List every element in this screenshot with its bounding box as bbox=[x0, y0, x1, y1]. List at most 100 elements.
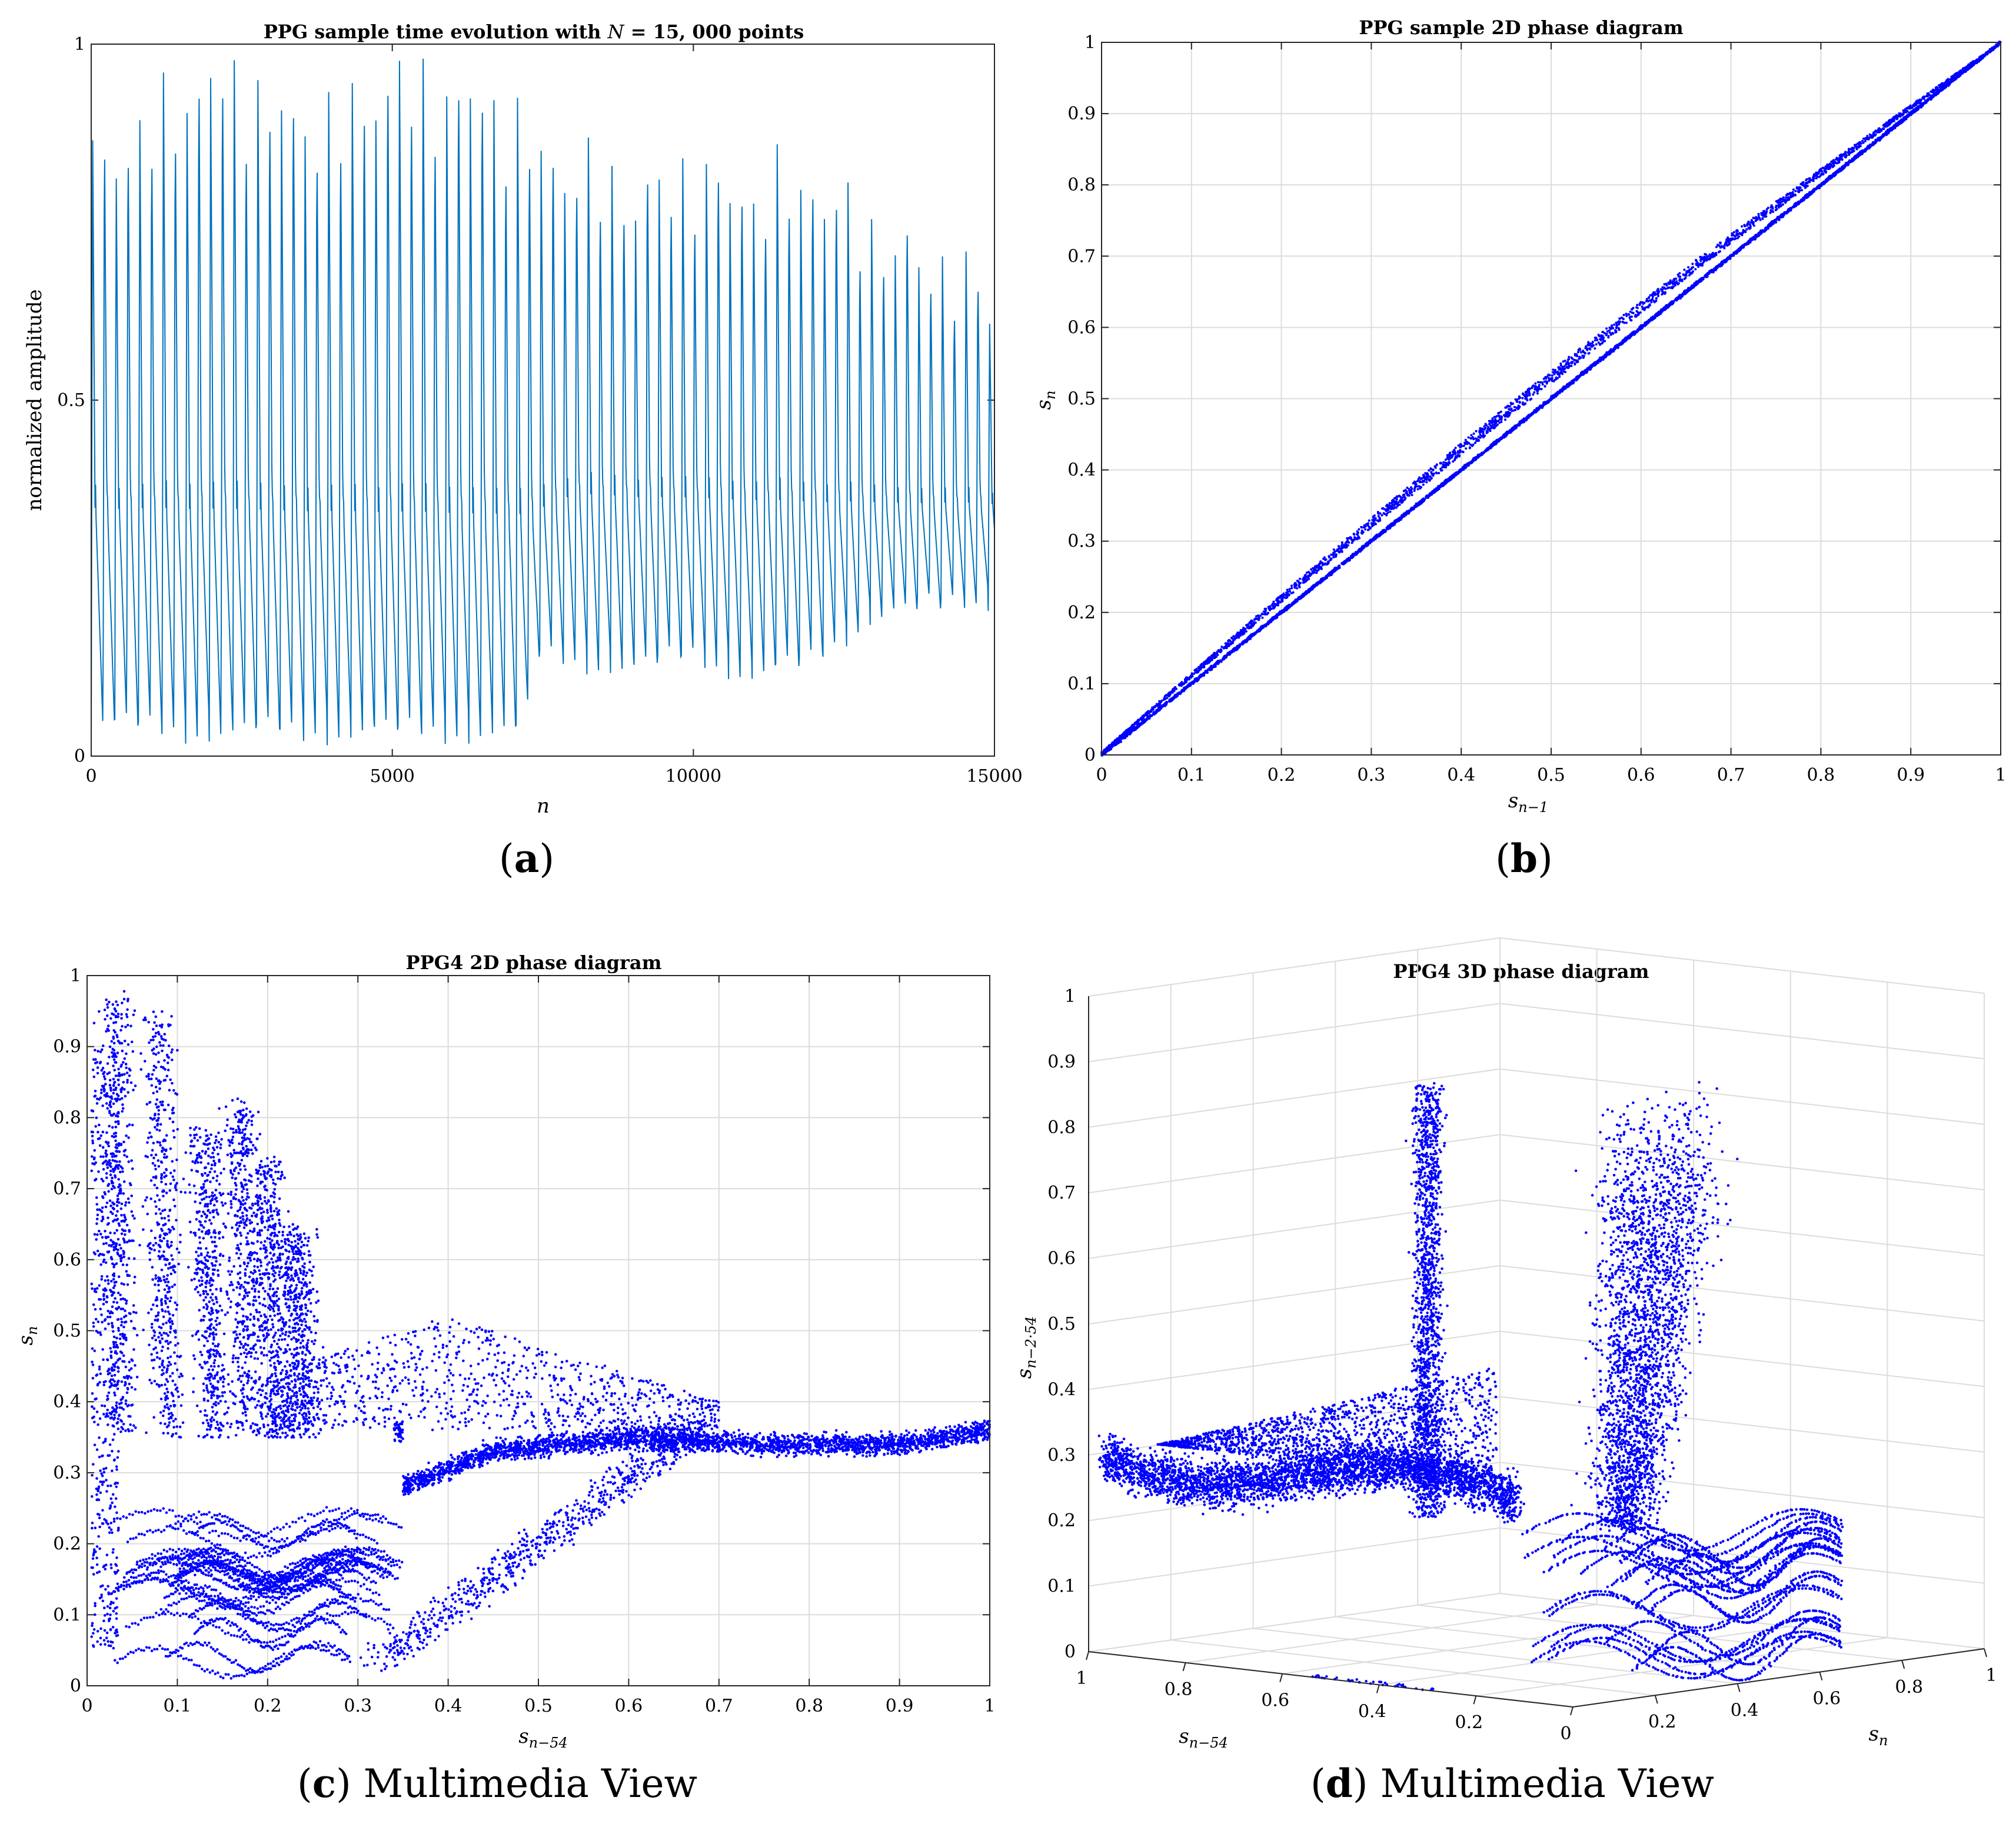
panel-c-xlabel-sub: n−54 bbox=[529, 1735, 568, 1751]
panel-d-ytick-mark bbox=[1984, 1648, 1987, 1658]
panel-a-title-part: = 15, 000 points bbox=[624, 21, 804, 43]
c-ytick-label: 0.4 bbox=[53, 1392, 81, 1412]
panel-d-ytick-label: 0.6 bbox=[1813, 1689, 1841, 1709]
panel-d-ytick-label: 1 bbox=[1985, 1665, 1997, 1686]
panel-c-ticks: 0 0.1 0.2 0.3 0.4 0.5 0.6 0.7 0.8 0.9 1 0 0.1 0.2 0.3 0… bbox=[53, 966, 995, 1716]
panel-c-plateau bbox=[266, 1318, 991, 1672]
c-ytick-label: 0.2 bbox=[53, 1534, 81, 1555]
panel-b-xlabel: sn−1 bbox=[1508, 789, 1548, 816]
b-xtick-label: 1 bbox=[1995, 765, 2006, 786]
panel-d-left-arm bbox=[1097, 1367, 1526, 1524]
panel-d-ztick-label: 0.2 bbox=[1047, 1510, 1076, 1531]
panel-d-gridline-z bbox=[1088, 1003, 1985, 1063]
panel-c-axes-box bbox=[87, 975, 990, 1686]
panel-b-xlabel-sub: n−1 bbox=[1518, 799, 1548, 816]
panel-c-descending-plumes bbox=[90, 990, 325, 1650]
panel-b-axes-box bbox=[1101, 42, 2001, 756]
panel-d-xtick-mark bbox=[1279, 1673, 1283, 1682]
panel-d-ztick-label: 0.6 bbox=[1047, 1249, 1076, 1269]
panel-d-ztick-label: 0 bbox=[1064, 1642, 1076, 1662]
panel-d-scatter-points bbox=[1097, 1081, 1844, 1692]
panel-d-ztick-label: 0.8 bbox=[1047, 1117, 1076, 1138]
a-xtick-label: 5000 bbox=[370, 766, 414, 787]
caption-a-letter: a bbox=[514, 836, 540, 881]
panel-d-ytick-mark bbox=[1819, 1672, 1823, 1680]
panel-d-xtick-label: 0.4 bbox=[1358, 1701, 1386, 1722]
panel-d-xtick-label: 0.8 bbox=[1165, 1679, 1193, 1700]
b-xtick-label: 0.5 bbox=[1537, 765, 1565, 786]
panel-d-gridline-floor-y bbox=[1253, 1628, 1738, 1685]
panel-c-ylabel-sub: n bbox=[24, 1326, 41, 1335]
panel-d-axis-line bbox=[1572, 1648, 1985, 1708]
panel-d-xtick-mark bbox=[1086, 1651, 1089, 1660]
b-xtick-label: 0.4 bbox=[1447, 765, 1475, 786]
c-xtick-label: 0.1 bbox=[164, 1696, 192, 1716]
panel-d-ticks: 0 0.1 0.2 0.3 0.4 0.5 0.6 0.7 0.8 0.9 1 1 0.8 0.6 0.4 0… bbox=[1047, 986, 1997, 1744]
a-xtick-label: 10000 bbox=[666, 766, 721, 787]
panel-d-gridline-floor-x bbox=[1282, 1615, 1694, 1675]
panel-d-ytick-label: 0.2 bbox=[1648, 1712, 1676, 1732]
panel-d-ztick-label: 0.5 bbox=[1047, 1314, 1076, 1335]
c-ytick-label: 0.7 bbox=[53, 1179, 81, 1199]
b-ytick-label: 0.3 bbox=[1067, 531, 1096, 552]
caption-b: (b) bbox=[1495, 836, 1553, 881]
panel-a-title-var: N bbox=[607, 21, 625, 43]
panel-d-xlabel: sn−54 bbox=[1179, 1725, 1228, 1751]
panel-c-low-loops bbox=[107, 1506, 404, 1680]
panel-b-phase-2d: PPG sample 2D phase diagram 0 0.1 0.2 0.3 0.… bbox=[1032, 16, 2007, 816]
panel-a-title: PPG sample time evolution with N = 15, 0… bbox=[264, 21, 804, 43]
panel-d-ytick-label: 0.8 bbox=[1895, 1677, 1923, 1698]
b-xtick-label: 0.1 bbox=[1177, 765, 1206, 786]
panel-d-xtick-mark bbox=[1376, 1685, 1380, 1693]
b-xtick-label: 0.9 bbox=[1897, 765, 1925, 786]
panel-d-xtick-label: 0 bbox=[1560, 1723, 1571, 1744]
panel-d-xtick-label: 1 bbox=[1076, 1668, 1087, 1689]
panel-d-gridline-z bbox=[1088, 1264, 1985, 1325]
c-ytick-label: 0.1 bbox=[53, 1605, 81, 1625]
b-ytick-label: 0.6 bbox=[1067, 317, 1096, 338]
b-xtick-label: 0 bbox=[1096, 765, 1107, 786]
panel-d-ytick-mark bbox=[1736, 1683, 1741, 1692]
panel-d-ztick-label: 1 bbox=[1064, 986, 1076, 1007]
c-xtick-label: 0.3 bbox=[344, 1696, 372, 1716]
panel-d-ztick-label: 0.9 bbox=[1047, 1051, 1076, 1072]
panel-b-diagonal-band bbox=[1100, 41, 2002, 757]
b-ytick-label: 0.8 bbox=[1067, 175, 1096, 195]
panel-a-ppg-line bbox=[91, 58, 995, 746]
panel-d-ytick-label: 0.4 bbox=[1731, 1700, 1759, 1720]
panel-c-grid bbox=[87, 975, 990, 1686]
panel-d-gridline-z bbox=[1088, 1527, 1985, 1587]
panel-d-vertical-lobe bbox=[1405, 1081, 1739, 1533]
panel-b-scatter-points bbox=[1100, 41, 2002, 757]
panel-d-xtick-label: 0.6 bbox=[1261, 1690, 1289, 1711]
panel-d-axis-line bbox=[1088, 1651, 1573, 1708]
b-ytick-label: 0.7 bbox=[1067, 246, 1096, 267]
c-xtick-label: 0 bbox=[81, 1696, 92, 1716]
b-ytick-label: 0.1 bbox=[1067, 674, 1096, 694]
panel-d-xtick-mark bbox=[1473, 1695, 1477, 1705]
b-xtick-label: 0.2 bbox=[1268, 765, 1296, 786]
a-ytick-label: 0.5 bbox=[57, 390, 85, 411]
caption-c-letter: c bbox=[312, 1761, 336, 1806]
panel-b-ticks: 0 0.1 0.2 0.3 0.4 0.5 0.6 0.7 0.8 0.9 1 0 0.1 0.2 0.3 0… bbox=[1067, 32, 2006, 786]
panel-d-ztick-label: 0.3 bbox=[1047, 1445, 1076, 1466]
panel-d-gridline-floor-x bbox=[1476, 1637, 1888, 1697]
a-xtick-label: 15000 bbox=[966, 766, 1022, 787]
c-ytick-label: 0.3 bbox=[53, 1463, 81, 1483]
caption-c-text: Multimedia View bbox=[351, 1761, 697, 1806]
c-ytick-label: 0.8 bbox=[53, 1107, 81, 1128]
panel-d-title: PPG4 3D phase diagram bbox=[1393, 960, 1649, 983]
panel-d-gridline-floor-x bbox=[1088, 1593, 1501, 1652]
panel-a-time-series: PPG sample time evolution with N = 15, 0… bbox=[23, 21, 1023, 818]
caption-d-letter: d bbox=[1325, 1761, 1353, 1806]
panel-d-phase-3d: PPG4 3D phase diagram 0 0.1 0.2 0.3 0.4 0.5 0.… bbox=[1013, 937, 1997, 1751]
panel-d-zlabel-sub: n−2·54 bbox=[1023, 1316, 1039, 1369]
panel-d-ylabel-sub: n bbox=[1879, 1732, 1888, 1749]
c-xtick-label: 0.7 bbox=[705, 1696, 733, 1716]
c-xtick-label: 0.9 bbox=[886, 1696, 914, 1716]
panel-d-xtick-mark bbox=[1570, 1706, 1573, 1716]
panel-b-title: PPG sample 2D phase diagram bbox=[1359, 16, 1684, 39]
panel-d-ytick-mark bbox=[1654, 1695, 1658, 1704]
c-ytick-label: 0.9 bbox=[53, 1037, 81, 1057]
panel-d-gridline-z bbox=[1088, 1068, 1985, 1128]
